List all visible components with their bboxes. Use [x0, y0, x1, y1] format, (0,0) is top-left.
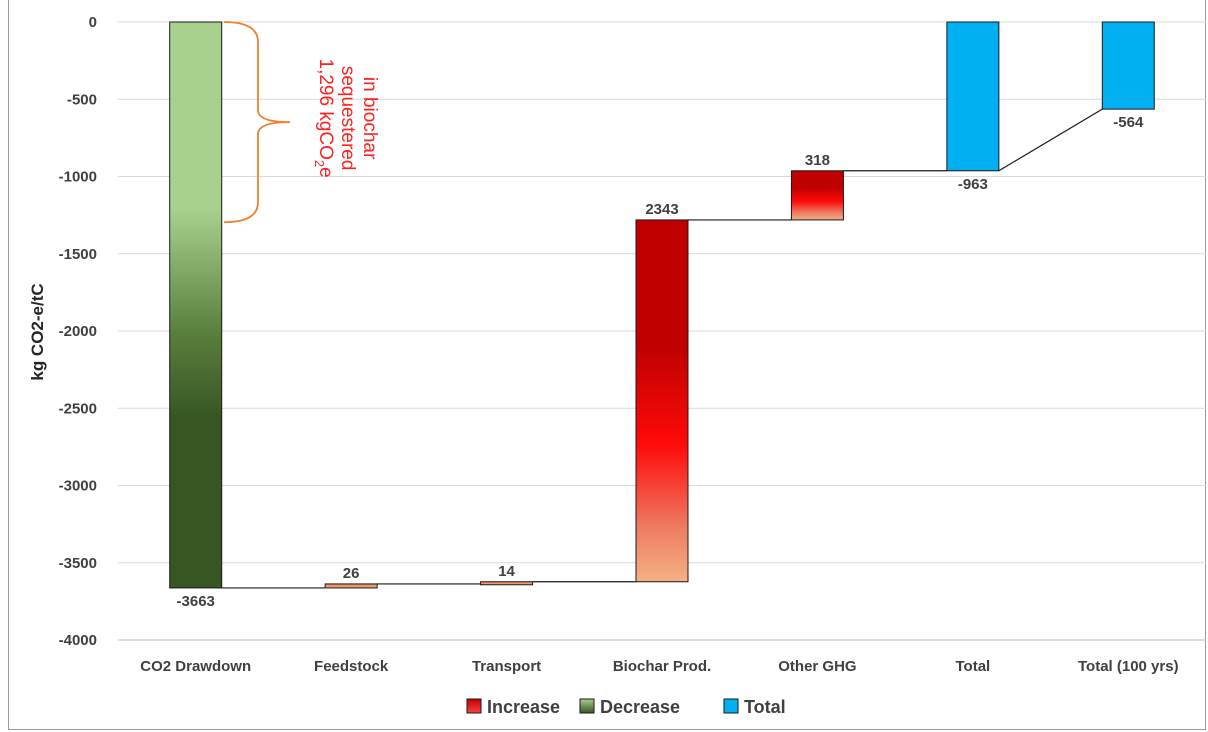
connector-line [998, 108, 1103, 172]
annotation-line-1-part-b: e [315, 167, 336, 178]
annotation-line-1: 1,296 kgCO2e [312, 59, 336, 178]
y-tick-label: -2500 [59, 400, 97, 417]
legend-swatch [723, 698, 739, 714]
x-axis-labels: CO2 Drawdown Feedstock Transport Biochar Pr… [140, 658, 1178, 675]
y-tick-label: -1000 [59, 169, 97, 186]
y-tick-label: -3500 [59, 555, 97, 572]
chart-frame [8, 0, 1206, 730]
sequestration-annotation: 1,296 kgCO2e sequestered in biochar [223, 21, 380, 224]
bar [635, 219, 689, 583]
annotation-bracket [223, 21, 291, 224]
x-tick-label: Biochar Prod. [613, 658, 711, 675]
x-tick-label: Transport [472, 658, 541, 675]
x-tick-label: CO2 Drawdown [140, 658, 251, 675]
y-tick-label: -2000 [59, 323, 97, 340]
annotation-line-1-sub: 2 [312, 160, 327, 167]
annotation-line-2: sequestered [337, 66, 358, 171]
y-tick-label: 0 [89, 14, 97, 31]
data-label: 2343 [645, 201, 678, 218]
legend-label: Total [744, 697, 786, 717]
y-axis-ticks: 0 -500 -1000 -1500 -2000 -2500 -3000 -3500 -4000 [59, 14, 97, 649]
annotation-line-1-part-a: 1,296 kgCO [315, 59, 336, 160]
bar [1101, 21, 1155, 110]
x-tick-label: Total (100 yrs) [1078, 658, 1179, 675]
x-tick-label: Total [955, 658, 990, 675]
legend-label: Decrease [600, 697, 680, 717]
data-label: 318 [805, 152, 830, 169]
y-tick-label: -500 [67, 91, 97, 108]
y-tick-label: -4000 [59, 632, 97, 649]
data-label: -963 [958, 176, 988, 193]
x-tick-label: Other GHG [778, 658, 856, 675]
annotation-line-3: in biochar [359, 77, 380, 160]
y-axis-label: kg CO2-e/tC [28, 283, 47, 380]
legend-label: Increase [487, 697, 560, 717]
y-tick-label: -3000 [59, 478, 97, 495]
bar [324, 583, 378, 589]
bars [169, 21, 1155, 589]
bar [480, 581, 534, 586]
data-label: 26 [343, 565, 360, 582]
bar [790, 170, 844, 221]
bar [946, 21, 1000, 172]
y-tick-label: -1500 [59, 246, 97, 263]
legend: Increase Decrease Total [466, 697, 786, 717]
data-label: -564 [1113, 114, 1144, 131]
data-labels: -3663 26 14 2343 318 -963 -564 [177, 114, 1144, 610]
x-tick-label: Feedstock [314, 658, 389, 675]
annotation-text: 1,296 kgCO2e sequestered in biochar [312, 59, 380, 178]
bar [169, 21, 223, 589]
legend-swatch [579, 698, 595, 714]
data-label: 14 [498, 563, 515, 580]
legend-swatch [466, 698, 482, 714]
data-label: -3663 [177, 593, 215, 610]
connector-lines [221, 108, 1103, 589]
